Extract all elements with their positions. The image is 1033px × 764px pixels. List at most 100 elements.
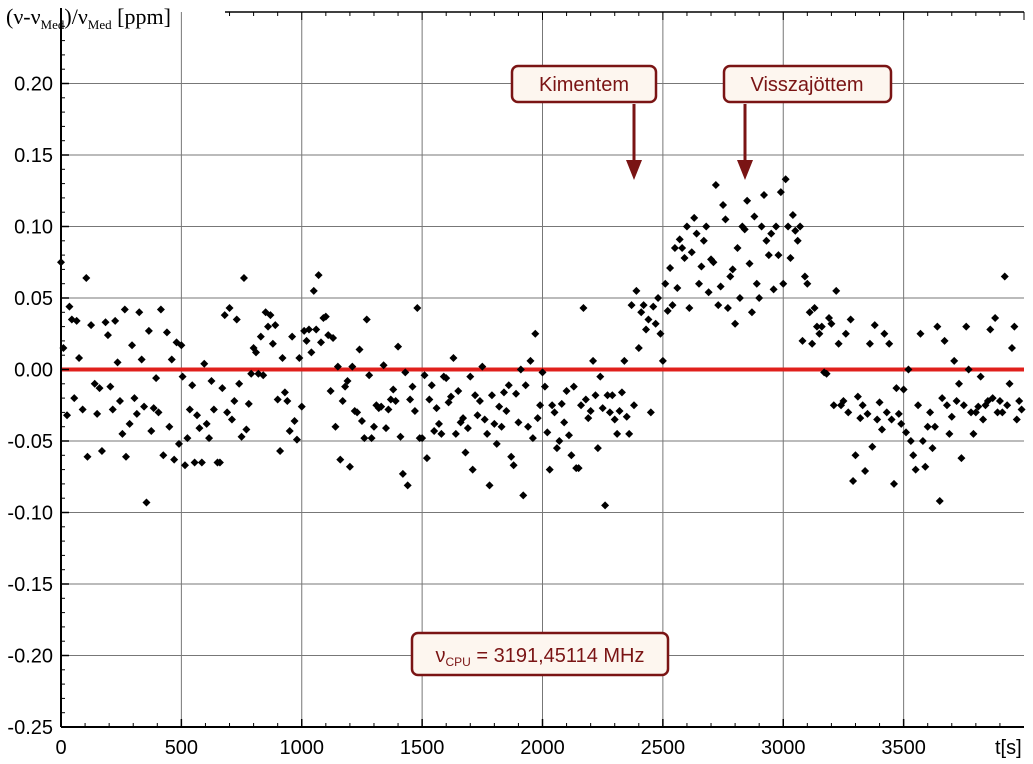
x-axis-label: t[s] (995, 737, 1022, 759)
data-point (962, 322, 971, 331)
data-point (815, 329, 824, 338)
data-point (427, 381, 436, 390)
x-tick-labels: 0 500 1000 1500 2000 2500 3000 3500 (55, 737, 925, 759)
data-point (805, 308, 814, 317)
data-point (487, 391, 496, 400)
data-point (839, 396, 848, 405)
data-point (911, 465, 920, 474)
data-point (165, 422, 174, 431)
data-point (307, 348, 316, 357)
data-point (188, 381, 197, 390)
data-point (918, 437, 927, 445)
data-point (629, 401, 638, 410)
data-point (940, 336, 949, 345)
data-point (581, 395, 590, 404)
data-point (223, 408, 232, 417)
data-point (87, 321, 96, 330)
data-point (589, 356, 598, 365)
data-point (205, 434, 214, 443)
data-point (625, 429, 634, 438)
data-point (183, 434, 192, 443)
data-point (154, 408, 163, 417)
data-point (360, 434, 369, 443)
data-point (892, 384, 901, 393)
annotation-label: Kimentem (539, 74, 629, 96)
data-point (406, 395, 415, 404)
data-point (740, 225, 749, 234)
data-point (156, 305, 165, 314)
data-point (673, 283, 682, 292)
data-point (120, 305, 129, 314)
data-point (362, 315, 371, 324)
data-point (774, 251, 783, 260)
data-point (564, 431, 573, 440)
data-point (273, 395, 282, 404)
data-point (779, 279, 788, 288)
data-point (776, 188, 785, 197)
info-label: νCPU = 3191,45114 MHz (436, 645, 645, 669)
data-point (227, 415, 236, 424)
data-point (528, 434, 537, 443)
data-point (608, 391, 617, 400)
data-point (569, 382, 578, 391)
y-axis-label: (ν-νMed)/νMed [ppm] (6, 4, 171, 32)
data-point (193, 411, 202, 420)
data-point (853, 392, 862, 401)
data-point (637, 308, 646, 317)
data-point (200, 359, 209, 368)
data-point (764, 251, 773, 260)
data-point (745, 259, 754, 268)
data-point (468, 465, 477, 474)
data-point (507, 452, 516, 461)
data-point (185, 405, 194, 414)
data-point (389, 385, 398, 394)
x-tick-label: 500 (165, 737, 198, 759)
data-point (331, 422, 340, 431)
data-point (329, 334, 338, 343)
data-point (485, 481, 494, 490)
data-point (113, 358, 122, 367)
data-point (326, 386, 335, 395)
data-point (225, 304, 234, 313)
data-point (1015, 396, 1024, 405)
data-point (714, 301, 723, 310)
data-point (492, 439, 501, 448)
data-point (875, 398, 884, 407)
data-point (731, 319, 740, 328)
data-point (302, 336, 311, 345)
data-point (796, 222, 805, 231)
data-point (661, 279, 670, 288)
data-point (103, 331, 112, 340)
y-tick-label: -0.25 (7, 717, 53, 739)
data-point (632, 286, 641, 295)
data-point (499, 388, 508, 397)
y-tick-label: -0.05 (7, 431, 53, 453)
data-point (841, 329, 850, 338)
data-point (504, 381, 513, 390)
data-point (699, 236, 708, 245)
data-point (463, 424, 472, 433)
data-point (82, 273, 91, 282)
data-point (716, 282, 725, 291)
data-point (140, 402, 149, 411)
data-point (174, 439, 183, 448)
data-point (567, 451, 576, 460)
data-point (620, 356, 629, 365)
data-point (822, 369, 831, 378)
data-point (762, 236, 771, 245)
data-point (430, 426, 439, 435)
x-tick-label: 3000 (761, 737, 806, 759)
data-point (365, 371, 374, 380)
data-point (930, 422, 939, 431)
data-point (357, 416, 366, 425)
x-tick-label: 1000 (280, 737, 325, 759)
data-point (230, 396, 239, 405)
data-point (132, 409, 141, 418)
data-point (118, 429, 127, 438)
data-point (555, 437, 564, 445)
data-point (271, 321, 280, 330)
y-tick-labels: 0.20 0.15 0.10 0.05 0.00 -0.05 -0.10 -0.15 -0.20… (7, 74, 53, 740)
data-point (670, 243, 679, 252)
data-point (757, 222, 766, 231)
data-point (290, 416, 299, 425)
